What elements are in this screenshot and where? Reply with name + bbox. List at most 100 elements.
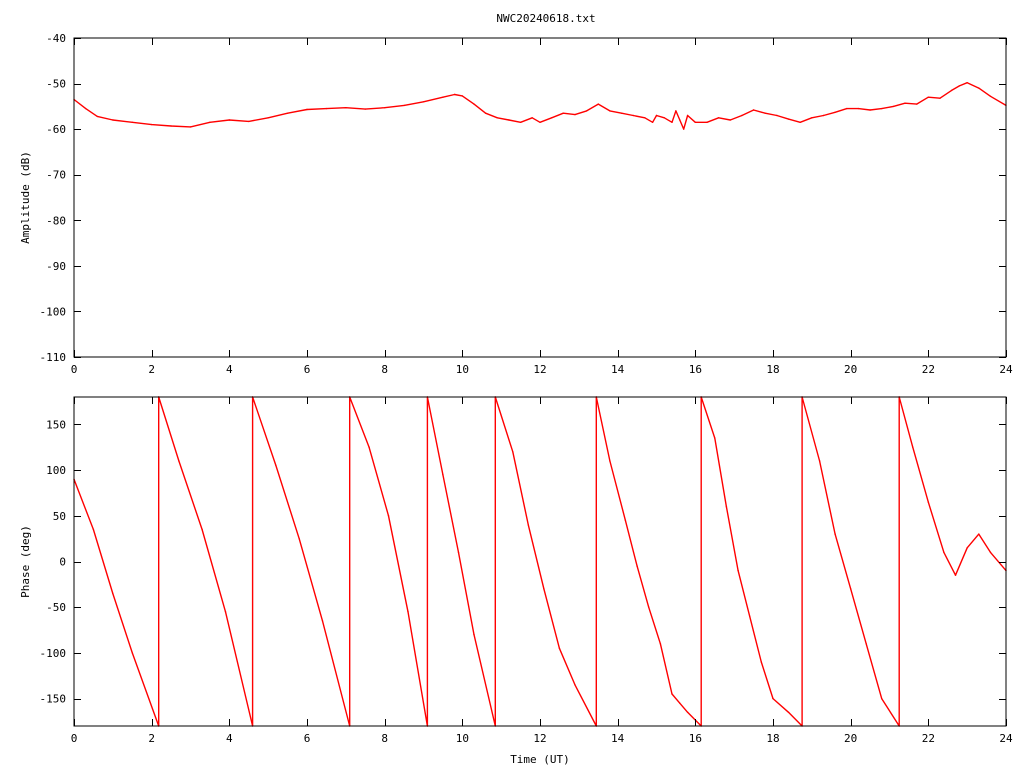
data-point [527, 524, 529, 526]
data-point [543, 588, 545, 590]
data-point [151, 123, 153, 126]
y-axis-label: Amplitude (dB) [19, 151, 32, 244]
data-point [131, 121, 133, 124]
data-point [818, 460, 821, 462]
data-point [978, 533, 980, 535]
x-tick-label: 10 [456, 363, 469, 376]
data-point [644, 117, 646, 119]
x-tick-label: 10 [456, 732, 469, 745]
data-point [551, 117, 553, 119]
data-point [749, 615, 751, 617]
data-point [461, 95, 463, 97]
data-point [737, 569, 739, 572]
data-point [96, 115, 99, 118]
y-tick-label: 150 [46, 418, 66, 431]
x-tick-label: 2 [148, 363, 155, 376]
data-point [453, 93, 456, 96]
data-point [298, 538, 300, 540]
data-point [609, 460, 611, 462]
chart-panel-0: 0 2 4 6 8 10 12 14 16 18 20 22 24-110-100-90-80-70-6… [19, 12, 1013, 376]
data-point [228, 119, 230, 121]
data-point [989, 95, 992, 98]
data-point [822, 114, 825, 117]
x-tick-label: 20 [844, 363, 857, 376]
data-point [178, 460, 180, 462]
data-point [850, 588, 852, 590]
y-tick-label: -90 [46, 260, 66, 273]
data-point [865, 643, 867, 645]
x-tick-label: 22 [922, 732, 935, 745]
x-tick-label: 4 [226, 732, 233, 745]
data-point [209, 121, 211, 124]
y-axis-label: Phase (deg) [19, 525, 32, 598]
data-point [201, 528, 203, 531]
data-point [799, 121, 801, 124]
data-point [519, 121, 522, 124]
data-point [916, 103, 918, 105]
data-point [325, 107, 328, 110]
data-point [892, 105, 895, 108]
data-point [760, 661, 762, 663]
data-point [512, 451, 514, 453]
x-tick-label: 14 [611, 732, 625, 745]
data-point [881, 697, 883, 700]
y-tick-label: 50 [53, 510, 66, 523]
data-point [92, 528, 95, 531]
data-point [869, 109, 871, 111]
data-point [912, 446, 914, 448]
x-tick-label: 6 [304, 732, 311, 745]
data-point [574, 113, 576, 116]
data-point [927, 96, 929, 98]
data-point [679, 702, 681, 704]
x-tick-label: 18 [766, 363, 779, 376]
data-point [609, 110, 611, 112]
data-point [966, 82, 968, 84]
plot-frame-0 [73, 37, 1007, 358]
data-point [484, 112, 487, 114]
data-point [772, 697, 774, 700]
data-point [787, 711, 790, 713]
data-point [457, 551, 460, 554]
x-tick-label: 0 [71, 732, 78, 745]
data-point [686, 114, 689, 117]
data-point [267, 117, 269, 119]
data-point [286, 112, 289, 114]
x-tick-label: 6 [304, 363, 311, 376]
data-point [442, 96, 444, 98]
data-point [764, 112, 766, 114]
data-point [85, 107, 87, 110]
data-point [473, 103, 475, 105]
y-tick-label: -150 [40, 693, 67, 706]
data-point [632, 114, 634, 117]
x-tick-label: 8 [381, 363, 388, 376]
x-tick-label: 0 [71, 363, 78, 376]
data-point [776, 114, 778, 117]
x-tick-label: 8 [381, 732, 388, 745]
x-tick-label: 16 [689, 363, 702, 376]
data-point [562, 112, 564, 114]
data-point [539, 121, 541, 124]
data-point [958, 85, 961, 87]
data-point [679, 119, 681, 121]
data-point [671, 693, 673, 695]
x-tick-label: 20 [844, 732, 857, 745]
data-point [112, 119, 114, 121]
data-point [939, 97, 941, 99]
data-point [954, 574, 957, 576]
x-tick-label: 14 [611, 363, 625, 376]
data-point [725, 506, 728, 508]
data-point [881, 107, 883, 110]
data-point [585, 110, 588, 112]
plot-frame-1 [73, 396, 1007, 727]
x-tick-label: 4 [226, 363, 233, 376]
x-tick-label: 12 [533, 732, 546, 745]
data-point [834, 533, 836, 535]
data-point [131, 652, 133, 654]
data-point [989, 551, 992, 554]
data-point [659, 643, 662, 645]
data-point [675, 110, 677, 112]
y-tick-label: -100 [40, 647, 67, 660]
data-point [834, 111, 836, 114]
data-point [686, 711, 689, 713]
x-tick-label: 22 [922, 363, 935, 376]
